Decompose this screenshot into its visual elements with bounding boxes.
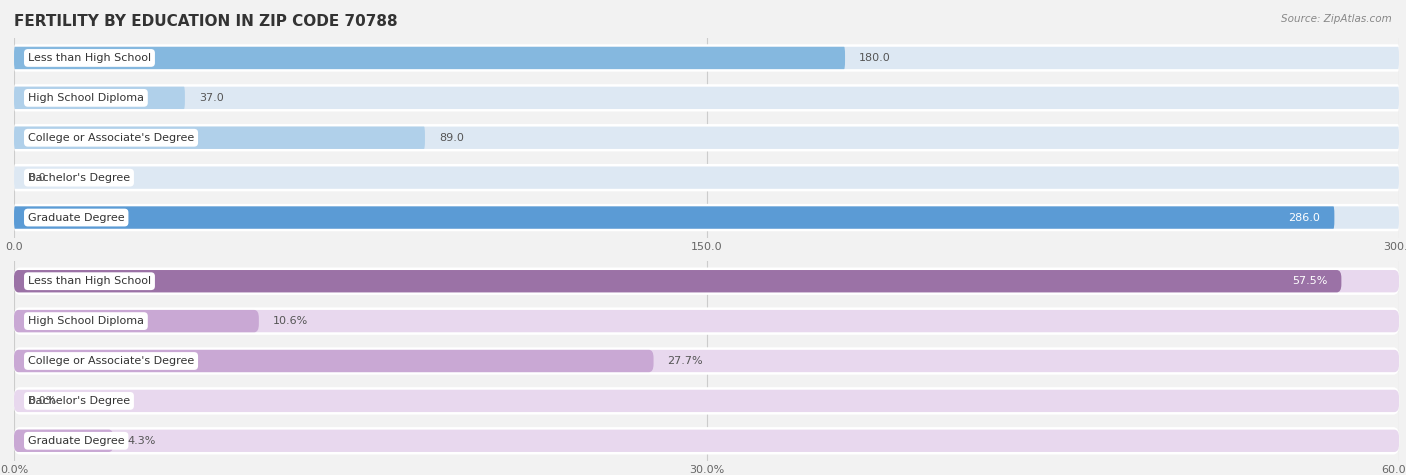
FancyBboxPatch shape bbox=[14, 126, 425, 149]
FancyBboxPatch shape bbox=[14, 84, 1399, 112]
Text: High School Diploma: High School Diploma bbox=[28, 316, 143, 326]
FancyBboxPatch shape bbox=[14, 204, 1399, 231]
FancyBboxPatch shape bbox=[14, 166, 1399, 189]
Text: Bachelor's Degree: Bachelor's Degree bbox=[28, 172, 129, 183]
FancyBboxPatch shape bbox=[14, 347, 1399, 375]
FancyBboxPatch shape bbox=[14, 164, 1399, 191]
Text: College or Associate's Degree: College or Associate's Degree bbox=[28, 133, 194, 143]
Text: 286.0: 286.0 bbox=[1289, 212, 1320, 223]
FancyBboxPatch shape bbox=[14, 310, 259, 332]
Text: 10.6%: 10.6% bbox=[273, 316, 308, 326]
Text: 27.7%: 27.7% bbox=[668, 356, 703, 366]
FancyBboxPatch shape bbox=[14, 310, 1399, 332]
FancyBboxPatch shape bbox=[14, 307, 1399, 335]
Text: Less than High School: Less than High School bbox=[28, 53, 150, 63]
Text: 180.0: 180.0 bbox=[859, 53, 890, 63]
FancyBboxPatch shape bbox=[14, 390, 1399, 412]
Text: Graduate Degree: Graduate Degree bbox=[28, 212, 125, 223]
FancyBboxPatch shape bbox=[14, 44, 1399, 72]
FancyBboxPatch shape bbox=[14, 206, 1334, 229]
FancyBboxPatch shape bbox=[14, 270, 1341, 293]
FancyBboxPatch shape bbox=[14, 429, 1399, 452]
Text: Bachelor's Degree: Bachelor's Degree bbox=[28, 396, 129, 406]
Text: Less than High School: Less than High School bbox=[28, 276, 150, 286]
FancyBboxPatch shape bbox=[14, 126, 1399, 149]
Text: 89.0: 89.0 bbox=[439, 133, 464, 143]
FancyBboxPatch shape bbox=[14, 350, 1399, 372]
Text: College or Associate's Degree: College or Associate's Degree bbox=[28, 356, 194, 366]
FancyBboxPatch shape bbox=[14, 427, 1399, 455]
Text: 37.0: 37.0 bbox=[198, 93, 224, 103]
Text: 0.0%: 0.0% bbox=[28, 396, 56, 406]
Text: 4.3%: 4.3% bbox=[127, 436, 156, 446]
FancyBboxPatch shape bbox=[14, 206, 1399, 229]
FancyBboxPatch shape bbox=[14, 86, 184, 109]
Text: FERTILITY BY EDUCATION IN ZIP CODE 70788: FERTILITY BY EDUCATION IN ZIP CODE 70788 bbox=[14, 14, 398, 29]
Text: Source: ZipAtlas.com: Source: ZipAtlas.com bbox=[1281, 14, 1392, 24]
FancyBboxPatch shape bbox=[14, 350, 654, 372]
Text: 0.0: 0.0 bbox=[28, 172, 45, 183]
FancyBboxPatch shape bbox=[14, 270, 1399, 293]
FancyBboxPatch shape bbox=[14, 47, 845, 69]
FancyBboxPatch shape bbox=[14, 387, 1399, 415]
Text: Graduate Degree: Graduate Degree bbox=[28, 436, 125, 446]
FancyBboxPatch shape bbox=[14, 124, 1399, 152]
Text: 57.5%: 57.5% bbox=[1292, 276, 1327, 286]
Text: High School Diploma: High School Diploma bbox=[28, 93, 143, 103]
FancyBboxPatch shape bbox=[14, 429, 114, 452]
FancyBboxPatch shape bbox=[14, 267, 1399, 295]
FancyBboxPatch shape bbox=[14, 86, 1399, 109]
FancyBboxPatch shape bbox=[14, 47, 1399, 69]
